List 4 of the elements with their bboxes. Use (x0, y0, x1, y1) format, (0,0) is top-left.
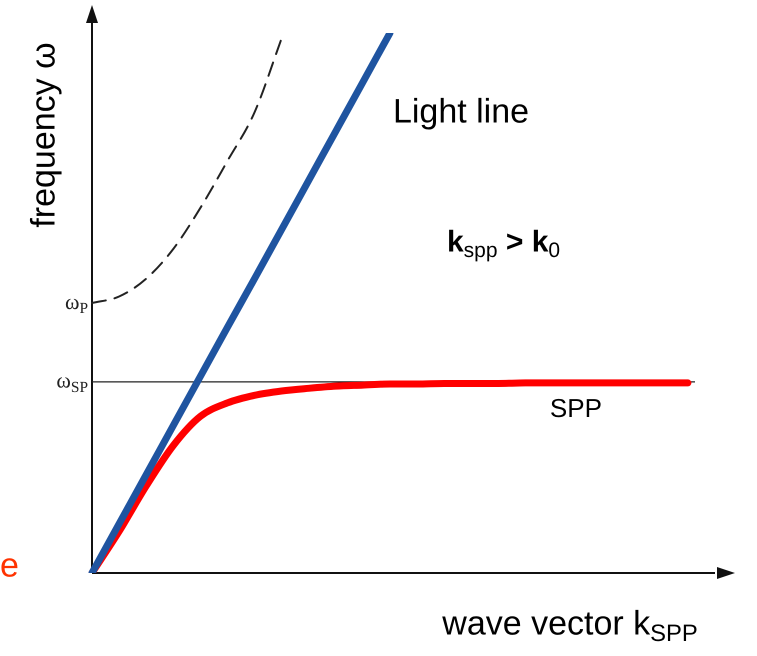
text: e (0, 546, 19, 584)
series-label: Light line (392, 92, 530, 130)
series-label: SPP (550, 393, 602, 424)
y-axis-title: frequency ω (24, 42, 62, 228)
